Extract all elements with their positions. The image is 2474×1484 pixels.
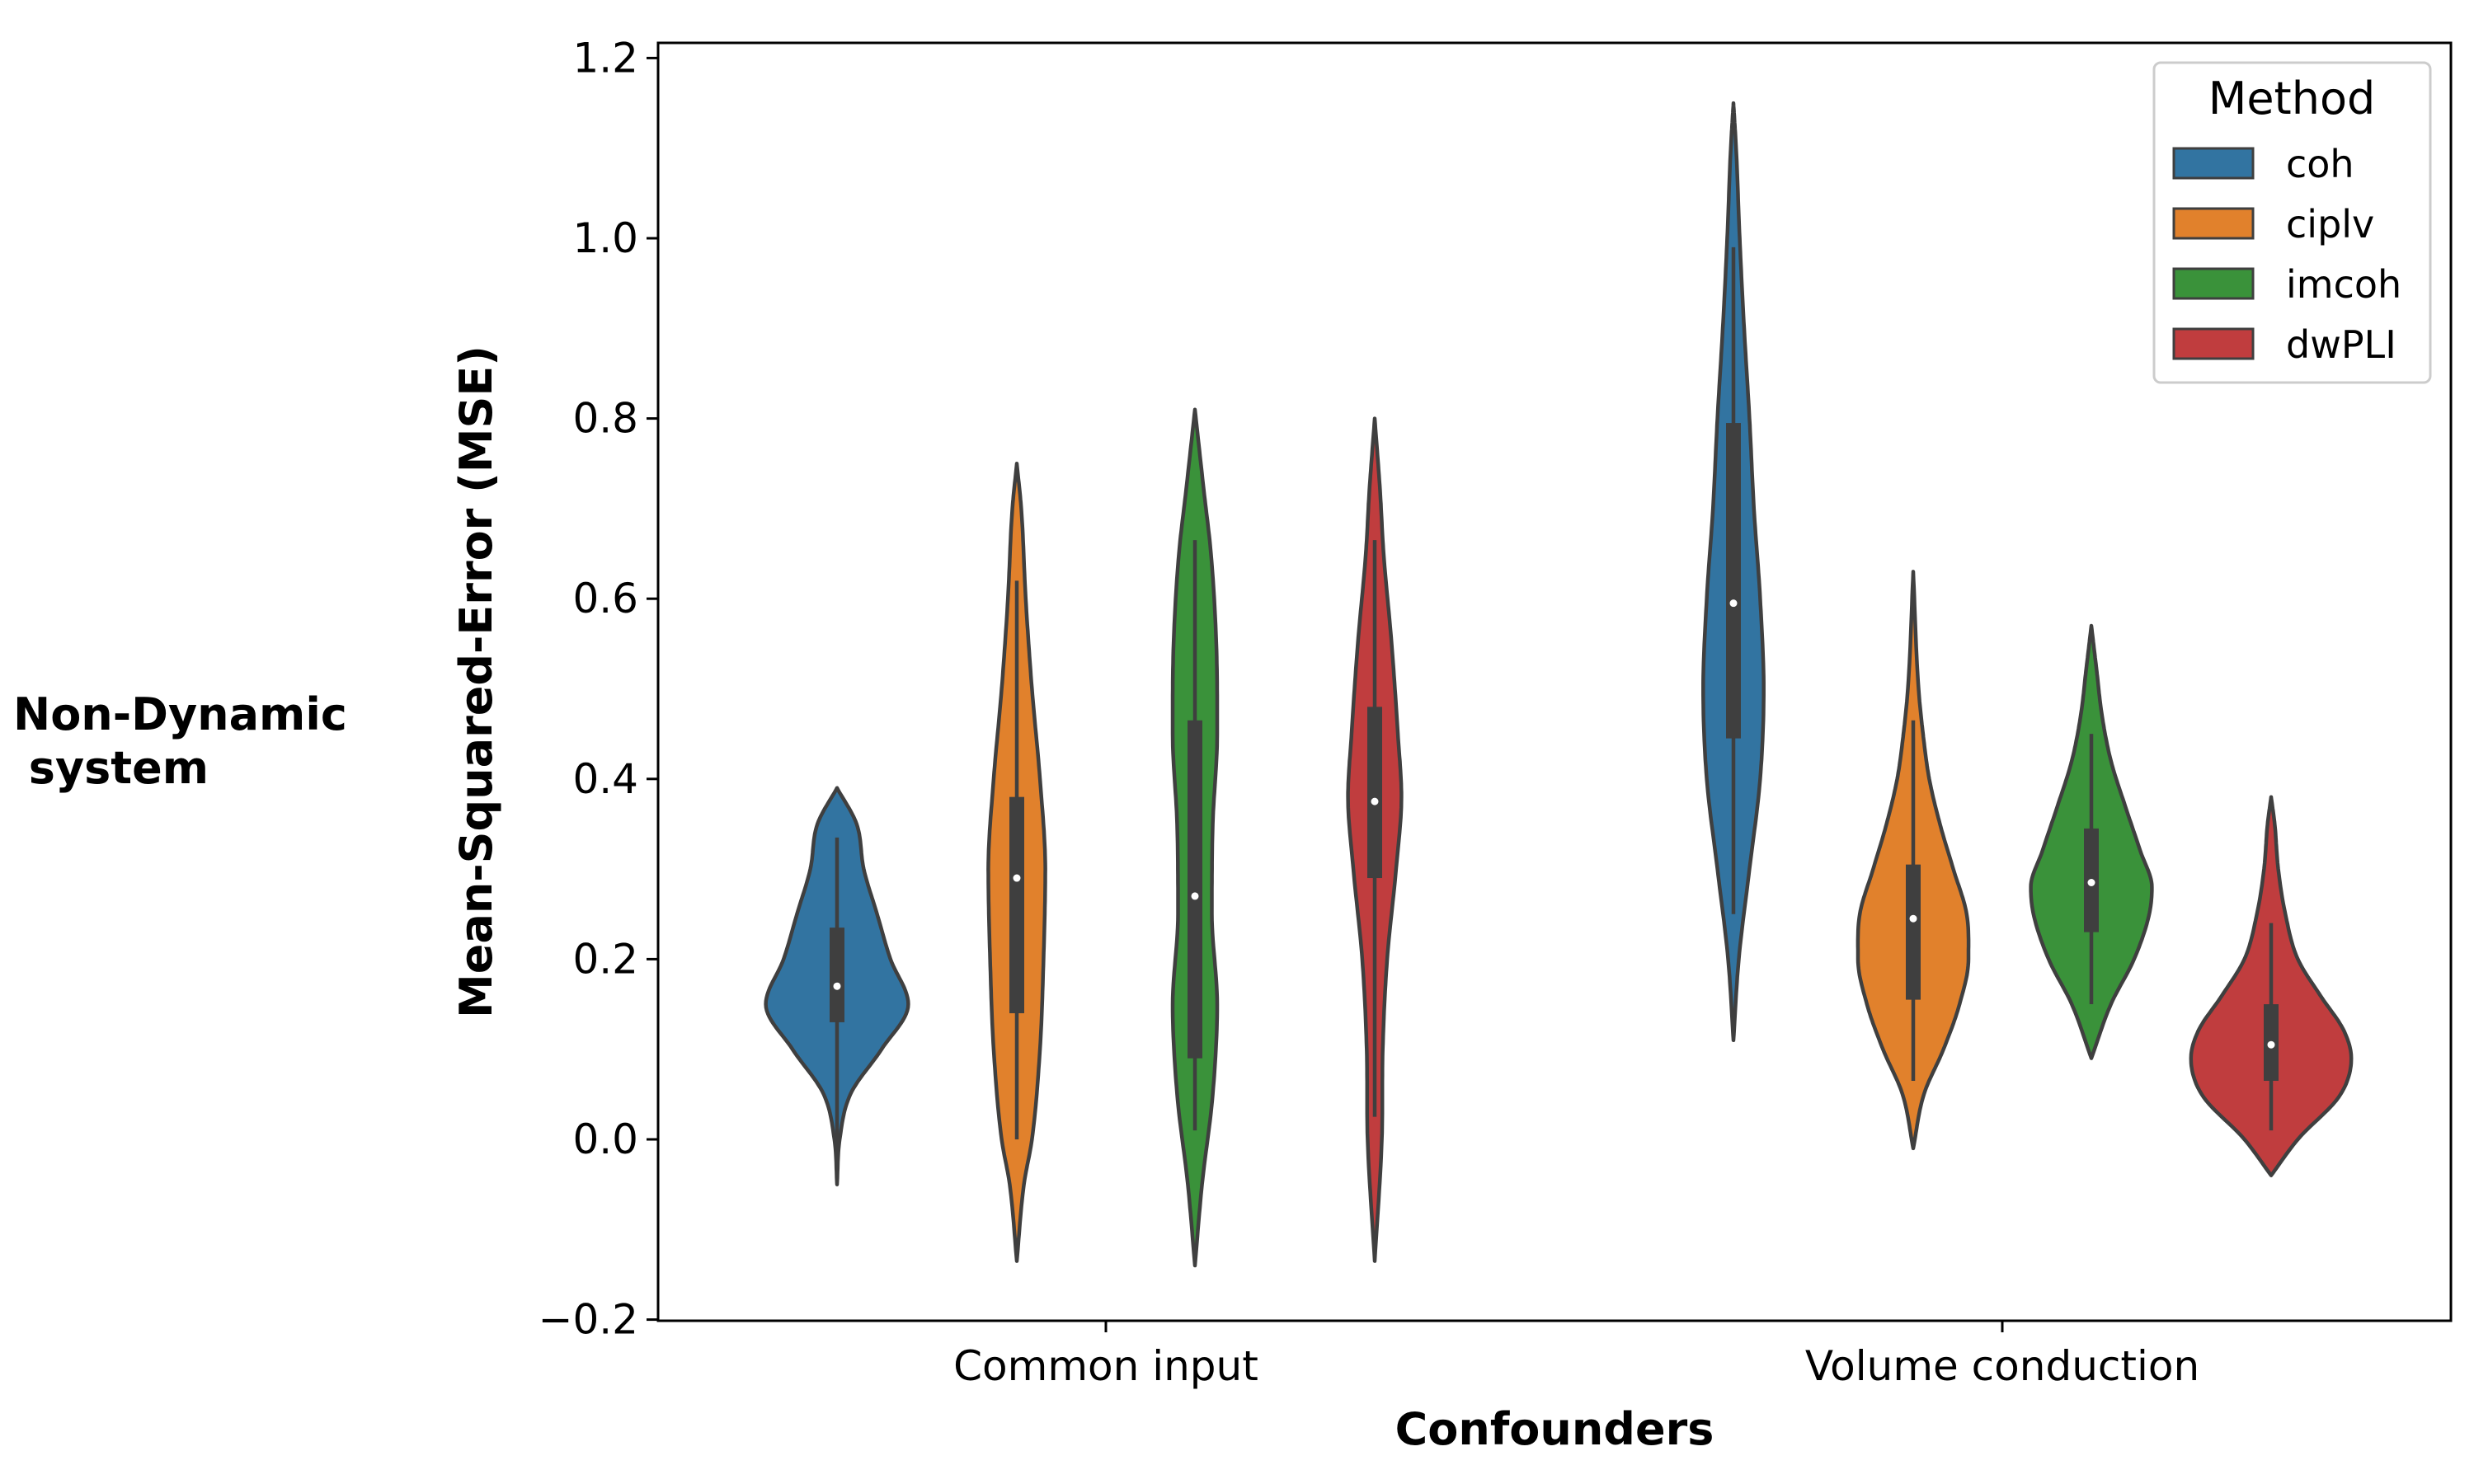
y-axis: −0.2 0.0 0.2 0.4 0.6 0.8 1.0 1.2: [539, 34, 658, 1344]
violin-median-dot: [1013, 874, 1021, 882]
y-tick-label: 1.0: [572, 214, 638, 262]
legend-label-ciplv: ciplv: [2286, 202, 2374, 247]
y-tick-label: 0.8: [572, 395, 638, 443]
violin-iqr-box: [1367, 707, 1382, 879]
legend-label-imcoh: imcoh: [2286, 262, 2401, 307]
y-tick-label: 0.0: [572, 1115, 638, 1163]
violins-layer: [764, 101, 2354, 1268]
violin-median-dot: [833, 982, 841, 990]
y-axis-title: Mean-Squared-Error (MSE): [450, 345, 502, 1018]
violin-iqr-box: [1726, 423, 1741, 739]
side-label-line1: Non-Dynamic: [13, 688, 347, 740]
violin-iqr-box: [1188, 720, 1202, 1059]
x-axis-title: Confounders: [1395, 1403, 1714, 1455]
violin-median-dot: [1909, 914, 1917, 923]
violin-median-dot: [1729, 599, 1738, 608]
legend-swatch-ciplv: [2172, 207, 2255, 240]
side-label-line2: system: [13, 742, 209, 794]
legend: Method coh ciplv imcoh dwPLI: [2152, 61, 2432, 384]
legend-box: [2152, 61, 2432, 384]
y-tick-label: 1.2: [572, 34, 638, 82]
violin-median-dot: [1191, 892, 1199, 900]
y-tick-label: −0.2: [539, 1296, 638, 1344]
legend-label-dwPLI: dwPLI: [2286, 322, 2396, 367]
y-tick-label: 0.4: [572, 755, 638, 803]
legend-swatch-dwPLI: [2172, 327, 2255, 360]
x-tick-label: Volume conduction: [1805, 1342, 2199, 1390]
y-tick-label: 0.6: [572, 575, 638, 622]
x-tick-label: Common input: [953, 1342, 1258, 1390]
legend-swatch-coh: [2172, 147, 2255, 180]
x-axis: Common input Volume conduction: [953, 1321, 2199, 1390]
violin-median-dot: [1371, 797, 1379, 805]
legend-title: Method: [2208, 73, 2376, 124]
violin-median-dot: [2087, 878, 2095, 886]
violin-iqr-box: [1906, 864, 1921, 1000]
plot-frame: [656, 41, 2453, 1322]
legend-swatch-imcoh: [2172, 267, 2255, 300]
legend-label-coh: coh: [2286, 142, 2354, 186]
violin-iqr-box: [830, 928, 844, 1022]
y-tick-label: 0.2: [572, 935, 638, 983]
violin-median-dot: [2267, 1040, 2275, 1049]
violin-iqr-box: [1009, 796, 1024, 1013]
